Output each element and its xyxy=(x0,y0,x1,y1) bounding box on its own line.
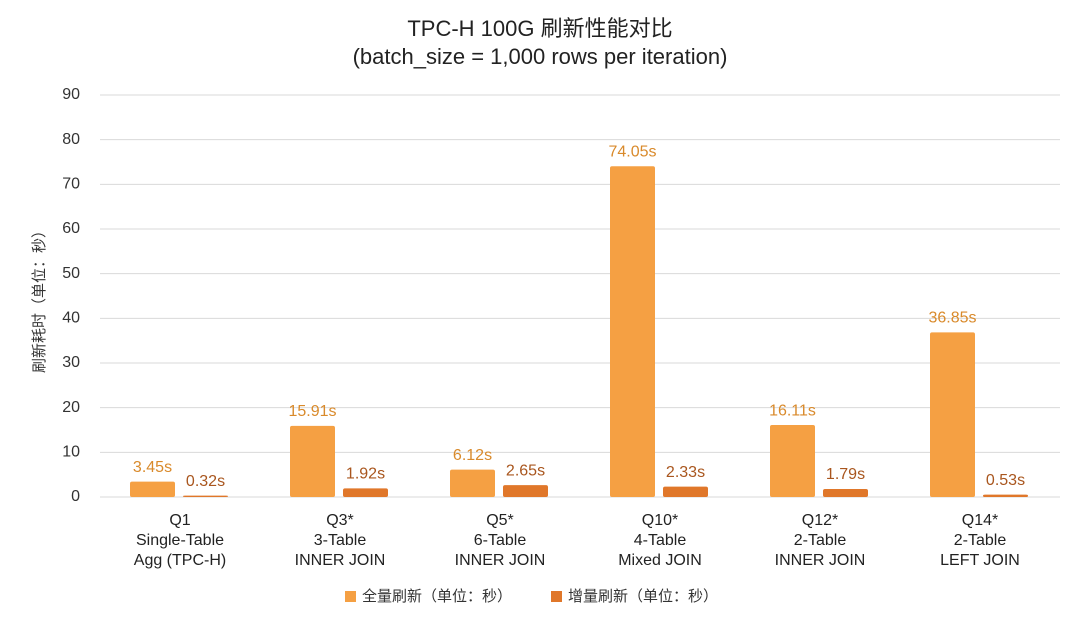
bar xyxy=(450,469,495,497)
y-tick-label: 90 xyxy=(62,86,80,103)
x-tick-label: 3-Table xyxy=(314,532,367,549)
y-tick-label: 70 xyxy=(62,176,80,193)
x-tick-label: 2-Table xyxy=(954,532,1007,549)
y-tick-label: 50 xyxy=(62,265,80,282)
value-label: 15.91s xyxy=(288,403,336,420)
y-tick-label: 40 xyxy=(62,310,80,327)
value-label: 6.12s xyxy=(453,447,492,464)
x-tick-label: Q12* xyxy=(802,512,838,529)
legend-label: 全量刷新（单位：秒） xyxy=(362,587,512,605)
value-label: 16.11s xyxy=(769,402,816,419)
bar xyxy=(930,332,975,497)
x-tick-label: LEFT JOIN xyxy=(940,552,1020,569)
legend-swatch xyxy=(345,591,356,602)
x-tick-label: 2-Table xyxy=(794,532,847,549)
value-label: 2.33s xyxy=(666,464,705,481)
x-tick-label: 6-Table xyxy=(474,532,527,549)
value-label: 0.53s xyxy=(986,472,1025,489)
y-tick-label: 0 xyxy=(71,488,80,505)
chart-title: TPC-H 100G 刷新性能对比 xyxy=(407,16,672,41)
x-tick-label: Q1 xyxy=(169,512,190,529)
value-label: 1.79s xyxy=(826,466,865,483)
legend-swatch xyxy=(551,591,562,602)
bar xyxy=(983,494,1028,497)
value-label: 36.85s xyxy=(928,310,976,327)
bar xyxy=(503,485,548,497)
x-tick-label: INNER JOIN xyxy=(295,552,386,569)
bar xyxy=(290,425,335,497)
y-tick-label: 10 xyxy=(62,444,80,461)
x-tick-label: Agg (TPC-H) xyxy=(134,552,226,569)
y-tick-label: 20 xyxy=(62,399,80,416)
x-tick-label: Q5* xyxy=(486,512,514,529)
bar xyxy=(823,489,868,497)
x-tick-label: Single-Table xyxy=(136,532,224,549)
bar xyxy=(130,481,175,497)
chart-subtitle: (batch_size = 1,000 rows per iteration) xyxy=(353,44,728,69)
bar xyxy=(610,166,655,497)
value-label: 74.05s xyxy=(608,143,656,160)
bar xyxy=(770,425,815,497)
legend-label: 增量刷新（单位：秒） xyxy=(568,588,718,605)
x-tick-label: 4-Table xyxy=(634,532,687,549)
x-tick-label: Mixed JOIN xyxy=(618,552,702,569)
y-axis-label: 刷新耗时（单位：秒） xyxy=(31,223,48,373)
value-label: 2.65s xyxy=(506,462,545,479)
y-tick-label: 30 xyxy=(62,354,80,371)
y-tick-label: 80 xyxy=(62,131,80,148)
x-tick-label: Q10* xyxy=(642,512,678,529)
x-tick-label: Q3* xyxy=(326,512,354,529)
x-tick-label: INNER JOIN xyxy=(775,552,866,569)
value-label: 3.45s xyxy=(133,459,172,476)
value-label: 1.92s xyxy=(346,466,385,483)
bar xyxy=(663,486,708,497)
y-tick-label: 60 xyxy=(62,220,80,237)
value-label: 0.32s xyxy=(186,473,225,490)
bar xyxy=(343,488,388,497)
x-tick-label: Q14* xyxy=(962,512,998,529)
x-tick-label: INNER JOIN xyxy=(455,552,546,569)
bar xyxy=(183,495,228,497)
